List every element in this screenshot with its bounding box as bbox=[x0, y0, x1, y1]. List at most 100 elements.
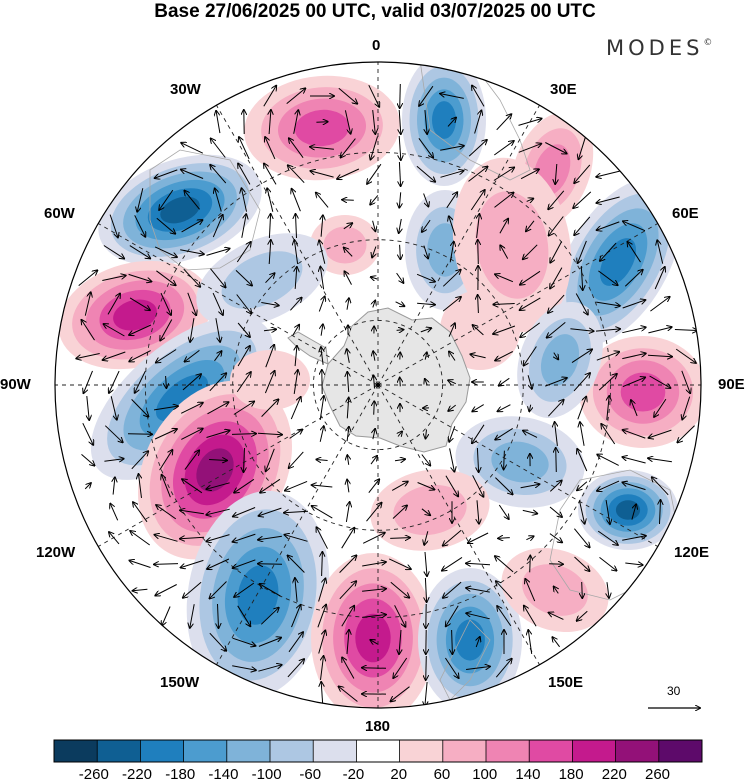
wind-vector bbox=[362, 562, 386, 567]
wind-vector bbox=[362, 668, 387, 669]
wind-vector bbox=[131, 399, 149, 416]
wind-vector bbox=[347, 455, 348, 465]
wind-vector bbox=[292, 325, 299, 336]
wind-vector bbox=[206, 431, 230, 438]
wind-vector bbox=[109, 532, 120, 545]
wind-vector bbox=[425, 379, 427, 386]
wind-vector bbox=[654, 398, 667, 417]
wind-vector bbox=[527, 375, 532, 389]
wind-vector bbox=[493, 168, 514, 181]
wind-vector bbox=[206, 249, 230, 256]
lon-label-120e: 120E bbox=[674, 544, 710, 561]
wind-vector bbox=[473, 325, 484, 336]
wind-vector bbox=[477, 214, 480, 238]
wind-vector bbox=[416, 273, 435, 281]
wind-vector bbox=[607, 396, 609, 420]
wind-vector bbox=[210, 268, 226, 288]
wind-vector bbox=[447, 118, 456, 127]
anomaly-cell bbox=[230, 350, 310, 410]
wind-vector bbox=[209, 632, 226, 651]
wind-vector bbox=[648, 327, 671, 334]
wind-vector bbox=[166, 375, 167, 388]
wind-vector bbox=[260, 478, 281, 492]
wind-vector bbox=[595, 329, 620, 331]
wind-vector bbox=[623, 482, 646, 491]
wind-vector bbox=[233, 402, 254, 415]
colorbar-label: -140 bbox=[208, 766, 239, 783]
colorbar-label: -180 bbox=[165, 766, 196, 783]
wind-vector bbox=[596, 170, 620, 177]
lon-label-0: 0 bbox=[372, 37, 381, 54]
wind-vector bbox=[339, 555, 357, 573]
colorbar-label: -260 bbox=[78, 766, 109, 783]
wind-vector bbox=[395, 302, 405, 306]
wind-vector bbox=[682, 396, 691, 420]
wind-vector bbox=[155, 584, 177, 596]
wind-vector bbox=[581, 265, 582, 290]
anomaly-cell bbox=[90, 316, 274, 480]
wind-vector bbox=[443, 529, 462, 545]
wind-vector bbox=[654, 267, 665, 290]
wind-vector bbox=[443, 581, 462, 598]
wind-vector bbox=[466, 588, 490, 593]
wind-vector bbox=[578, 500, 584, 523]
wind-vector bbox=[266, 448, 275, 471]
wind-vector bbox=[596, 352, 619, 361]
wind-vector bbox=[495, 427, 513, 439]
anomaly-cell bbox=[244, 75, 400, 181]
wind-vector bbox=[184, 450, 199, 470]
wind-vector bbox=[312, 506, 333, 519]
wind-vector bbox=[449, 216, 456, 236]
meridian-line bbox=[216, 384, 379, 665]
wind-vector bbox=[212, 215, 222, 238]
wind-vector bbox=[622, 327, 645, 334]
wind-vector bbox=[545, 378, 567, 387]
wind-vector bbox=[242, 188, 247, 212]
wind-vector bbox=[425, 110, 427, 134]
wind-vector bbox=[131, 451, 148, 470]
colorbar-swatch bbox=[226, 740, 271, 762]
wind-vector bbox=[525, 579, 536, 602]
wind-vector bbox=[133, 589, 148, 591]
wind-vector bbox=[605, 500, 610, 524]
wind-vector bbox=[238, 164, 251, 185]
wind-vector bbox=[343, 223, 352, 230]
anomaly-shading bbox=[58, 62, 701, 708]
wind-vector bbox=[211, 139, 226, 158]
wind-vector bbox=[288, 165, 305, 184]
colorbar-label: 180 bbox=[558, 766, 584, 783]
wind-vector bbox=[257, 433, 282, 434]
wind-vector bbox=[425, 551, 427, 576]
wind-vector bbox=[103, 245, 124, 259]
wind-vector bbox=[212, 292, 223, 315]
wind-vector bbox=[156, 505, 177, 520]
wind-vector bbox=[373, 110, 376, 134]
wind-vector bbox=[76, 353, 100, 359]
wind-vector bbox=[269, 240, 271, 265]
wind-vector bbox=[520, 322, 540, 337]
colorbar-label: 100 bbox=[472, 766, 498, 783]
wind-vector bbox=[371, 277, 378, 279]
wind-vector bbox=[399, 192, 400, 207]
wind-vector bbox=[180, 403, 203, 414]
colorbar-swatch bbox=[54, 740, 98, 762]
lon-label-60w: 60W bbox=[44, 205, 75, 222]
wind-vector bbox=[155, 169, 178, 178]
wind-vector bbox=[321, 656, 324, 680]
wind-vector bbox=[190, 604, 195, 628]
wind-vector bbox=[154, 429, 177, 440]
wind-vector bbox=[258, 564, 283, 565]
wind-vector bbox=[477, 447, 478, 472]
wind-vector bbox=[493, 325, 516, 334]
wind-vector bbox=[570, 329, 593, 331]
wind-vector bbox=[289, 451, 304, 468]
wind-vector bbox=[524, 346, 537, 366]
wind-vector bbox=[134, 215, 146, 236]
wind-vector bbox=[597, 480, 620, 491]
wind-vector bbox=[530, 556, 531, 573]
wind-vector bbox=[499, 219, 508, 234]
colorbar-swatch bbox=[529, 740, 573, 762]
anomaly-cell bbox=[418, 568, 522, 708]
wind-vector bbox=[234, 478, 255, 492]
